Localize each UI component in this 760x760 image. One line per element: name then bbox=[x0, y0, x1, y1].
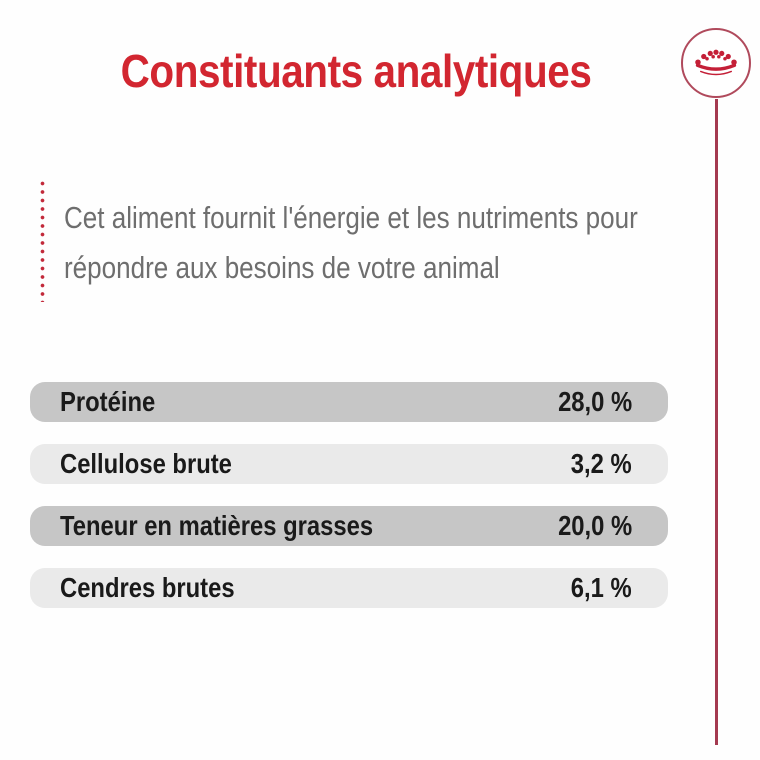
table-row: Teneur en matières grasses 20,0 % bbox=[30, 506, 668, 546]
table-row: Cellulose brute 3,2 % bbox=[30, 444, 668, 484]
intro-line-2: répondre aux besoins de votre animal bbox=[64, 250, 500, 285]
brand-logo-circle bbox=[681, 28, 751, 98]
row-label: Cendres brutes bbox=[60, 572, 235, 603]
row-value: 3,2 % bbox=[571, 448, 632, 479]
row-value: 20,0 % bbox=[557, 510, 632, 541]
crown-icon bbox=[695, 49, 737, 76]
row-value: 28,0 % bbox=[557, 386, 632, 417]
row-value: 6,1 % bbox=[571, 572, 632, 603]
dotted-accent-line bbox=[40, 181, 45, 302]
vertical-divider-line bbox=[715, 99, 718, 745]
row-label: Teneur en matières grasses bbox=[60, 510, 374, 541]
table-row: Protéine 28,0 % bbox=[30, 382, 668, 422]
page-title: Constituants analytiques bbox=[120, 45, 592, 97]
row-label: Protéine bbox=[60, 386, 156, 417]
row-label: Cellulose brute bbox=[60, 448, 232, 479]
table-row: Cendres brutes 6,1 % bbox=[30, 568, 668, 608]
intro-line-1: Cet aliment fournit l'énergie et les nut… bbox=[64, 200, 638, 235]
intro-paragraph: Cet aliment fournit l'énergie et les nut… bbox=[64, 193, 638, 293]
